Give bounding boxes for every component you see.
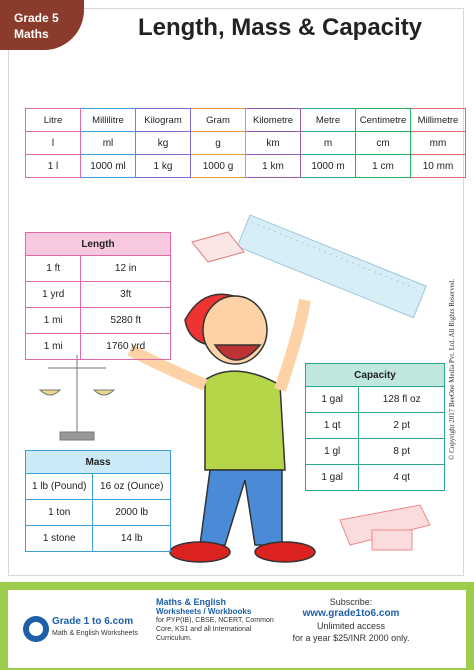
grade-badge: Grade 5 Maths — [0, 0, 84, 50]
logo: Grade 1 to 6.com Math & English Workshee… — [22, 612, 138, 648]
table-cell: 1 gal — [304, 386, 360, 413]
table-cell: 2 pt — [358, 412, 445, 439]
table-cell: mm — [410, 131, 466, 155]
table-cell: 4 qt — [358, 464, 445, 491]
table-row: 1 mi 5280 ft — [24, 307, 171, 334]
table-row: 1 mi 1760 yrd — [24, 333, 171, 360]
badge-subject: Maths — [14, 27, 49, 41]
table-row: 1 ft 12 in — [24, 255, 171, 282]
table-title: Mass — [25, 450, 171, 474]
footer: Grade 1 to 6.com Math & English Workshee… — [0, 582, 474, 670]
table-cell: l — [25, 131, 81, 155]
table-row: 1 stone 14 lb — [24, 525, 171, 552]
footer-panel: Grade 1 to 6.com Math & English Workshee… — [8, 590, 466, 668]
table-header-row: Capacity — [305, 363, 445, 387]
table-cell: cm — [355, 131, 411, 155]
table-cell: 5280 ft — [80, 307, 171, 334]
table-cell: 16 oz (Ounce) — [92, 473, 171, 500]
header-cell: Kilogram — [135, 108, 191, 132]
subscribe-access: Unlimited access — [316, 621, 386, 631]
table-cell: ml — [80, 131, 136, 155]
table-cell: 1 l — [25, 154, 81, 178]
capacity-table: Capacity 1 gal 128 fl oz 1 qt 2 pt 1 gl 8 pt 1 … — [304, 363, 445, 491]
header-cell: Metre — [300, 108, 356, 132]
table-cell: 12 in — [80, 255, 171, 282]
table-cell: 1 km — [245, 154, 301, 178]
logo-text: Grade 1 to 6.com — [52, 616, 134, 627]
table-cell: 14 lb — [92, 525, 171, 552]
page-title: Length, Mass & Capacity — [137, 14, 423, 41]
table-row: 1 qt 2 pt — [304, 412, 445, 439]
table-cell: 1 ft — [24, 255, 82, 282]
table-cell: kg — [135, 131, 191, 155]
table-cell: 1 mi — [24, 307, 82, 334]
table-cell: 1 gl — [304, 438, 360, 465]
table-header-row: Length — [25, 232, 171, 256]
header-cell: Centimetre — [355, 108, 411, 132]
table-cell: m — [300, 131, 356, 155]
table-header-row: Mass — [25, 450, 171, 474]
table-row: 1 lb (Pound) 16 oz (Ounce) — [24, 473, 171, 500]
table-cell: g — [190, 131, 246, 155]
table-row: 1 ton 2000 lb — [24, 499, 171, 526]
table-cell: 1 mi — [24, 333, 82, 360]
footer-subheading: Worksheets / Workbooks — [156, 607, 252, 616]
table-cell: 1 lb (Pound) — [24, 473, 94, 500]
table-row: 1 gal 4 qt — [304, 464, 445, 491]
table-cell: 1000 m — [300, 154, 356, 178]
table-cell: 1 ton — [24, 499, 94, 526]
table-row: 1 gal 128 fl oz — [304, 386, 445, 413]
mass-table: Mass 1 lb (Pound) 16 oz (Ounce) 1 ton 2000 l… — [24, 450, 171, 552]
table-cell: 1 stone — [24, 525, 94, 552]
table-cell: 1 qt — [304, 412, 360, 439]
subscribe-price: for a year $25/INR 2000 only. — [292, 633, 410, 643]
balance-scale — [38, 355, 116, 441]
logo-mark — [23, 616, 49, 642]
page-frame — [8, 8, 464, 576]
table-cell: 1 yrd — [24, 281, 82, 308]
header-cell: Kilometre — [245, 108, 301, 132]
table-cell: 3ft — [80, 281, 171, 308]
table-cell: 1 cm — [355, 154, 411, 178]
footer-middle: Maths & English Worksheets / Workbooks f… — [156, 598, 276, 643]
units-table: Litre Millilitre Kilogram Gram Kilometre Metr… — [25, 108, 466, 178]
header-cell: Gram — [190, 108, 246, 132]
header-cell: Millimetre — [410, 108, 466, 132]
badge-grade: Grade 5 — [14, 11, 59, 25]
table-cell: 1000 ml — [80, 154, 136, 178]
header-cell: Litre — [25, 108, 81, 132]
weight-icon — [191, 231, 245, 263]
illustrations — [38, 214, 431, 563]
logo-subtext: Math & English Worksheets — [52, 630, 138, 637]
table-cell: 8 pt — [358, 438, 445, 465]
kitchen-scale — [339, 504, 431, 551]
table-row: 1 gl 8 pt — [304, 438, 445, 465]
footer-subscribe: Subscribe: www.grade1to6.com Unlimited a… — [276, 596, 426, 644]
table-cell: 1000 g — [190, 154, 246, 178]
table-cell: 128 fl oz — [358, 386, 445, 413]
subscribe-label: Subscribe: — [329, 597, 373, 607]
table-cell: km — [245, 131, 301, 155]
table-title: Capacity — [305, 363, 445, 387]
table-cell: 2000 lb — [92, 499, 171, 526]
length-table: Length 1 ft 12 in 1 yrd 3ft 1 mi 5280 ft 1 mi 17… — [24, 232, 171, 360]
subscribe-url[interactable]: www.grade1to6.com — [302, 608, 400, 619]
table-row: Litre Millilitre Kilogram Gram Kilometre Metr… — [25, 108, 466, 132]
ruler — [236, 214, 427, 319]
header-cell: Millilitre — [80, 108, 136, 132]
footer-curricula: for PYP(IB), CBSE, NCERT, Common Core, K… — [156, 617, 274, 642]
table-row: 1 yrd 3ft — [24, 281, 171, 308]
table-cell: 10 mm — [410, 154, 466, 178]
table-cell: 1 kg — [135, 154, 191, 178]
table-row: l ml kg g km m cm mm — [25, 131, 466, 155]
table-title: Length — [25, 232, 171, 256]
footer-heading: Maths & English — [156, 597, 227, 607]
table-cell: 1760 yrd — [80, 333, 171, 360]
cartoon-boy — [127, 293, 316, 563]
table-cell: 1 gal — [304, 464, 360, 491]
copyright: © Copyright 2017 BeeOne Media Pvt. Ltd. … — [448, 278, 456, 460]
